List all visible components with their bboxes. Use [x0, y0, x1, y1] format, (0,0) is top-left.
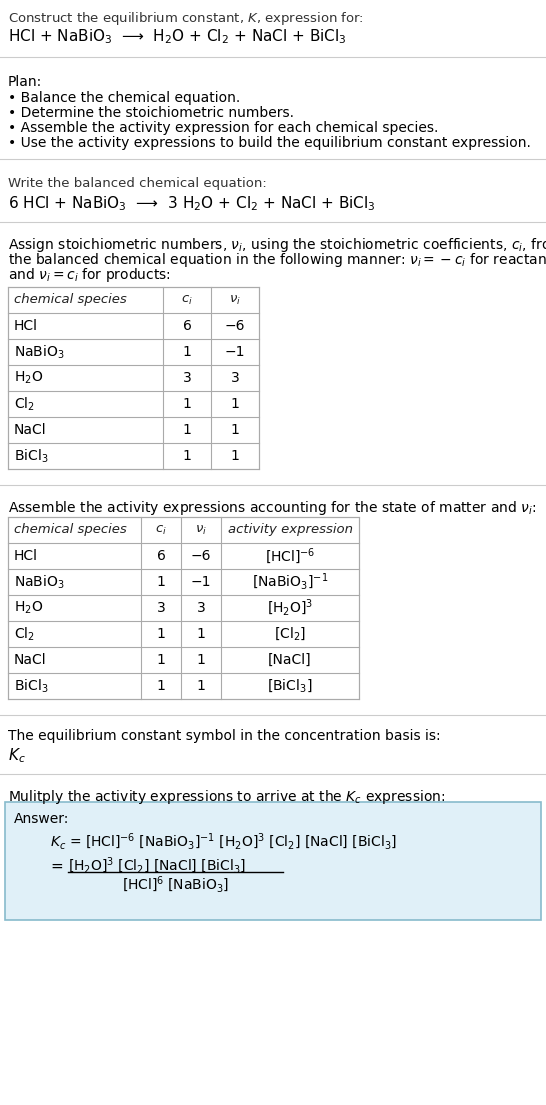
Text: 6: 6 — [157, 549, 165, 564]
Text: 6 HCl + NaBiO$_3$  ⟶  3 H$_2$O + Cl$_2$ + NaCl + BiCl$_3$: 6 HCl + NaBiO$_3$ ⟶ 3 H$_2$O + Cl$_2$ + … — [8, 194, 376, 212]
Text: 1: 1 — [230, 397, 240, 411]
Text: Plan:: Plan: — [8, 75, 42, 90]
Text: Write the balanced chemical equation:: Write the balanced chemical equation: — [8, 177, 267, 190]
Text: H$_2$O: H$_2$O — [14, 370, 43, 387]
Text: 3: 3 — [230, 371, 239, 385]
Text: 1: 1 — [197, 627, 205, 641]
Text: 1: 1 — [157, 653, 165, 667]
Text: $c_i$: $c_i$ — [155, 524, 167, 537]
Text: $\nu_i$: $\nu_i$ — [229, 294, 241, 306]
Text: $K_c$ = [HCl]$^{-6}$ [NaBiO$_3$]$^{-1}$ [H$_2$O]$^3$ [Cl$_2$] [NaCl] [BiCl$_3$]: $K_c$ = [HCl]$^{-6}$ [NaBiO$_3$]$^{-1}$ … — [50, 832, 397, 852]
Text: 1: 1 — [157, 678, 165, 693]
Text: 1: 1 — [230, 423, 240, 436]
Text: 3: 3 — [197, 601, 205, 615]
Text: $\nu_i$: $\nu_i$ — [195, 524, 207, 537]
Text: NaCl: NaCl — [14, 423, 46, 436]
Text: =: = — [50, 859, 63, 873]
Text: −1: −1 — [225, 345, 245, 359]
Text: and $\nu_i = c_i$ for products:: and $\nu_i = c_i$ for products: — [8, 266, 171, 284]
Text: −6: −6 — [191, 549, 211, 564]
Text: Assign stoichiometric numbers, $\nu_i$, using the stoichiometric coefficients, $: Assign stoichiometric numbers, $\nu_i$, … — [8, 236, 546, 254]
Text: $K_c$: $K_c$ — [8, 746, 26, 765]
Text: NaCl: NaCl — [14, 653, 46, 667]
Text: 3: 3 — [157, 601, 165, 615]
Text: • Assemble the activity expression for each chemical species.: • Assemble the activity expression for e… — [8, 122, 438, 135]
Text: 1: 1 — [157, 627, 165, 641]
Text: BiCl$_3$: BiCl$_3$ — [14, 677, 49, 695]
Text: 1: 1 — [230, 449, 240, 463]
Text: [HCl]$^{-6}$: [HCl]$^{-6}$ — [265, 546, 315, 566]
Text: 3: 3 — [182, 371, 192, 385]
Text: NaBiO$_3$: NaBiO$_3$ — [14, 344, 64, 360]
Text: 1: 1 — [197, 653, 205, 667]
Text: 6: 6 — [182, 319, 192, 333]
Text: 1: 1 — [182, 397, 192, 411]
Text: • Use the activity expressions to build the equilibrium constant expression.: • Use the activity expressions to build … — [8, 136, 531, 150]
Text: NaBiO$_3$: NaBiO$_3$ — [14, 573, 64, 591]
Text: Assemble the activity expressions accounting for the state of matter and $\nu_i$: Assemble the activity expressions accoun… — [8, 499, 536, 517]
Text: 1: 1 — [182, 449, 192, 463]
Text: 1: 1 — [182, 345, 192, 359]
Text: Cl$_2$: Cl$_2$ — [14, 396, 35, 412]
Text: [BiCl$_3$]: [BiCl$_3$] — [268, 677, 313, 694]
Text: 1: 1 — [182, 423, 192, 436]
Text: • Determine the stoichiometric numbers.: • Determine the stoichiometric numbers. — [8, 106, 294, 120]
Bar — [8, 517, 359, 699]
Text: Mulitply the activity expressions to arrive at the $K_c$ expression:: Mulitply the activity expressions to arr… — [8, 788, 446, 806]
Text: Construct the equilibrium constant, $K$, expression for:: Construct the equilibrium constant, $K$,… — [8, 10, 364, 27]
Text: [NaCl]: [NaCl] — [268, 653, 312, 667]
Text: BiCl$_3$: BiCl$_3$ — [14, 448, 49, 465]
Text: $c_i$: $c_i$ — [181, 294, 193, 306]
Text: 1: 1 — [157, 575, 165, 589]
Text: the balanced chemical equation in the following manner: $\nu_i = -c_i$ for react: the balanced chemical equation in the fo… — [8, 251, 546, 269]
Text: HCl + NaBiO$_3$  ⟶  H$_2$O + Cl$_2$ + NaCl + BiCl$_3$: HCl + NaBiO$_3$ ⟶ H$_2$O + Cl$_2$ + NaCl… — [8, 27, 347, 45]
Text: [HCl]$^6$ [NaBiO$_3$]: [HCl]$^6$ [NaBiO$_3$] — [122, 875, 229, 895]
Text: [Cl$_2$]: [Cl$_2$] — [274, 625, 306, 642]
Text: 1: 1 — [197, 678, 205, 693]
Text: [NaBiO$_3$]$^{-1}$: [NaBiO$_3$]$^{-1}$ — [252, 571, 328, 592]
Text: HCl: HCl — [14, 549, 38, 564]
Text: • Balance the chemical equation.: • Balance the chemical equation. — [8, 91, 240, 105]
Text: −6: −6 — [225, 319, 245, 333]
Text: [H$_2$O]$^3$: [H$_2$O]$^3$ — [267, 598, 313, 618]
Text: [H$_2$O]$^3$ [Cl$_2$] [NaCl] [BiCl$_3$]: [H$_2$O]$^3$ [Cl$_2$] [NaCl] [BiCl$_3$] — [68, 856, 246, 876]
Text: activity expression: activity expression — [228, 524, 353, 537]
Text: HCl: HCl — [14, 319, 38, 333]
Text: Cl$_2$: Cl$_2$ — [14, 625, 35, 643]
Text: chemical species: chemical species — [14, 524, 127, 537]
Text: −1: −1 — [191, 575, 211, 589]
Text: chemical species: chemical species — [14, 294, 127, 306]
Text: H$_2$O: H$_2$O — [14, 600, 43, 617]
Bar — [8, 287, 259, 469]
Text: Answer:: Answer: — [14, 812, 69, 827]
Text: The equilibrium constant symbol in the concentration basis is:: The equilibrium constant symbol in the c… — [8, 729, 441, 743]
Bar — [5, 802, 541, 920]
